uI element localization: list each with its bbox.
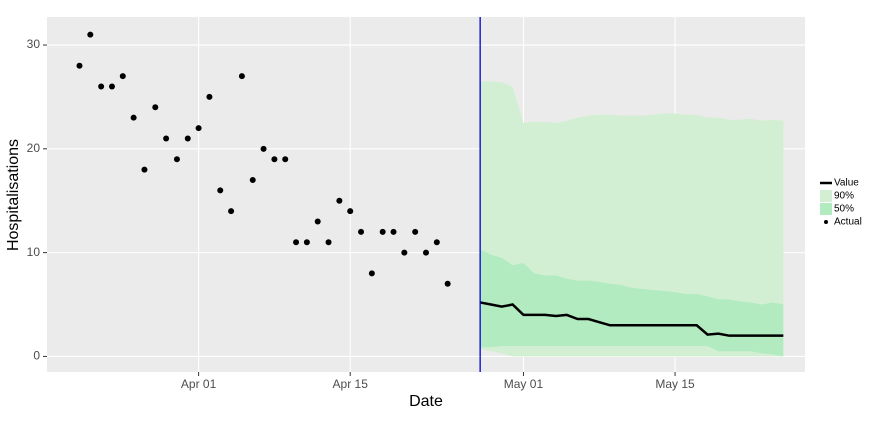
point — [98, 83, 105, 90]
point — [314, 218, 321, 225]
point — [87, 31, 94, 38]
x-tick-label: Apr 01 — [181, 377, 217, 391]
legend-label: 50% — [834, 204, 854, 215]
legend-key — [820, 203, 832, 215]
point — [379, 228, 386, 235]
y-tick-label: 30 — [27, 37, 41, 51]
point — [163, 135, 170, 142]
legend-key — [824, 220, 828, 224]
point — [433, 239, 440, 246]
point — [444, 280, 451, 287]
point — [249, 176, 256, 183]
point — [347, 208, 354, 215]
point — [184, 135, 191, 142]
point — [206, 93, 213, 100]
point — [195, 125, 202, 132]
point — [358, 228, 365, 235]
point — [119, 73, 126, 80]
point — [76, 62, 83, 69]
point — [293, 239, 300, 246]
x-tick-label: May 01 — [504, 377, 544, 391]
point — [108, 83, 115, 90]
point — [401, 249, 408, 256]
x-tick-label: Apr 15 — [333, 377, 369, 391]
point — [141, 166, 148, 173]
legend-label: Value — [834, 178, 859, 189]
point — [336, 197, 343, 204]
legend-label: 90% — [834, 191, 854, 202]
point — [238, 73, 245, 80]
point — [423, 249, 429, 256]
point — [152, 104, 159, 111]
point — [368, 270, 375, 277]
point — [271, 156, 278, 163]
y-tick-label: 0 — [33, 349, 40, 363]
x-axis-title: Date — [409, 393, 443, 410]
y-tick-label: 20 — [27, 141, 41, 155]
line — [479, 301, 784, 337]
point — [390, 228, 397, 235]
band — [480, 249, 784, 357]
y-axis-title: Hospitalisations — [5, 139, 22, 251]
point — [282, 156, 289, 163]
point — [173, 156, 180, 163]
point — [217, 187, 224, 194]
point — [412, 228, 419, 235]
point — [130, 114, 137, 121]
legend-label: Actual — [834, 217, 862, 228]
point — [228, 208, 235, 215]
point — [325, 239, 332, 246]
legend-key — [820, 190, 832, 202]
point — [260, 145, 267, 152]
y-tick-label: 10 — [27, 245, 41, 259]
x-tick-label: May 15 — [655, 377, 695, 391]
point — [303, 239, 310, 246]
